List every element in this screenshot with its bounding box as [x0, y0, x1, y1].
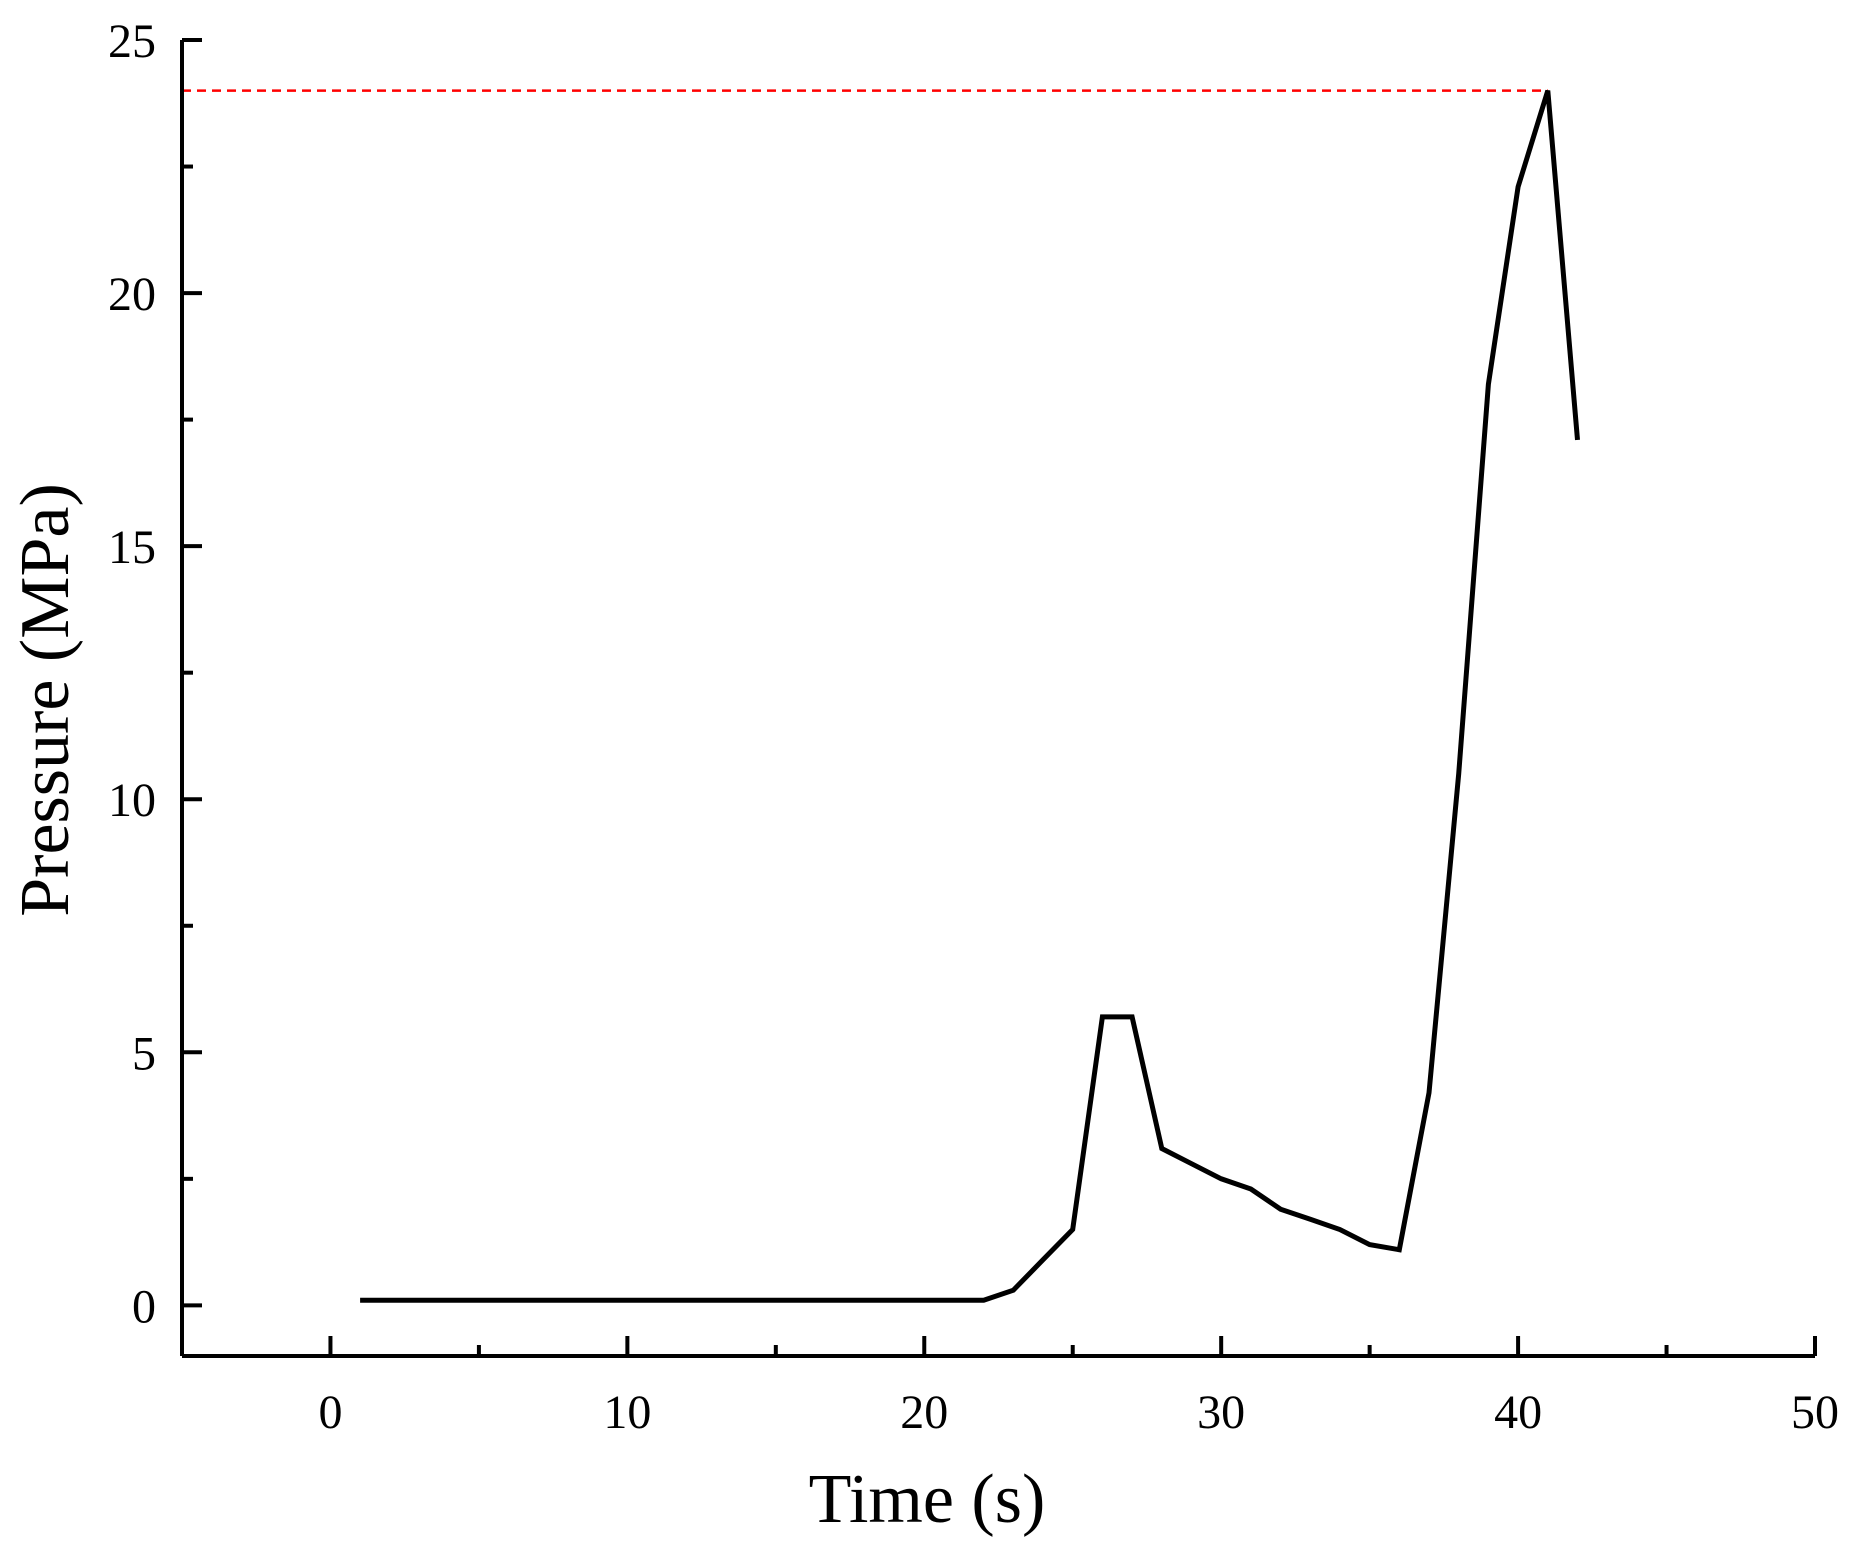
- tick-labels: 0 10 20 30 40 50 0 5 10 15 20 25: [108, 15, 1839, 1439]
- y-tick-label: 10: [108, 774, 156, 827]
- y-tick-label: 15: [108, 521, 156, 574]
- x-tick-label: 10: [603, 1386, 651, 1439]
- axes: [180, 38, 1817, 1358]
- x-axis-title: Time (s): [809, 1461, 1046, 1538]
- series-layer: [360, 89, 1580, 1303]
- x-tick-label: 30: [1197, 1386, 1245, 1439]
- y-axis-title: Pressure (MPa): [7, 483, 84, 917]
- y-tick-label: 5: [132, 1027, 156, 1080]
- pressure-series-line: [360, 89, 1580, 1303]
- x-tick-label: 0: [318, 1386, 342, 1439]
- y-tick-label: 25: [108, 15, 156, 68]
- y-tick-label: 0: [132, 1280, 156, 1333]
- x-tick-label: 20: [900, 1386, 948, 1439]
- x-tick-label: 40: [1494, 1386, 1542, 1439]
- x-tick-label: 50: [1791, 1386, 1839, 1439]
- y-tick-label: 20: [108, 268, 156, 321]
